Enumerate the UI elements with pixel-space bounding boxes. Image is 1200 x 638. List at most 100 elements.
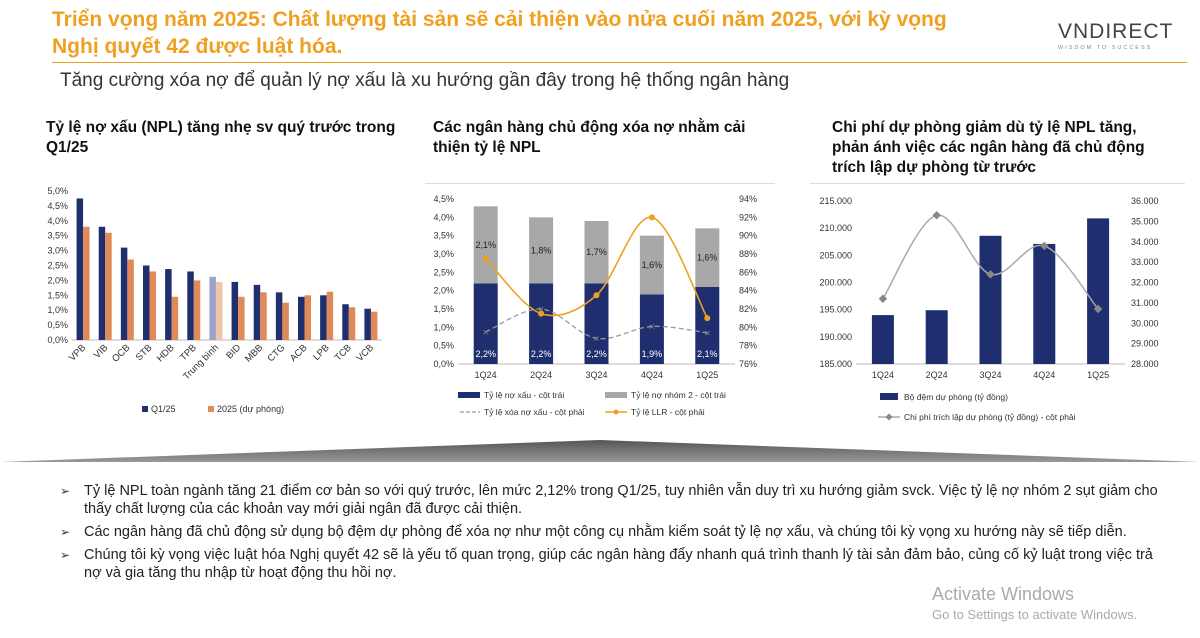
bar-q1-25 <box>275 292 283 340</box>
y-right-tick-label: 30.000 <box>1131 318 1159 328</box>
y-left-tick-label: 210.000 <box>819 223 852 233</box>
bar-2025f <box>326 291 334 340</box>
x-tick-label: HDB <box>155 342 177 364</box>
x-tick-label: BID <box>224 342 243 361</box>
bullet-arrow-icon: ➢ <box>60 548 71 562</box>
y-left-tick-label: 4,0% <box>433 212 454 222</box>
bullet-text: Các ngân hàng đã chủ động sử dụng bộ đệm… <box>84 524 1127 540</box>
bar-q1-25 <box>187 271 194 340</box>
y-right-tick-label: 78% <box>739 341 757 351</box>
x-tick-label: 1Q24 <box>872 370 894 380</box>
x-tick-label: 1Q25 <box>696 370 718 380</box>
y-right-tick-label: 32.000 <box>1131 278 1159 288</box>
data-label-npl: 2,2% <box>475 349 496 359</box>
marker-llr <box>593 292 600 299</box>
bar-buffer <box>1087 218 1110 364</box>
bullet-text: Tỷ lệ NPL toàn ngành tăng 21 điểm cơ bản… <box>84 483 1158 517</box>
y-left-tick-label: 200.000 <box>819 278 852 288</box>
bar-2025f <box>260 292 267 340</box>
legend-swatch-q1-25 <box>142 406 148 412</box>
marker-llr <box>648 214 655 221</box>
bar-2025f <box>127 259 134 340</box>
x-tick-label: LPB <box>311 342 331 362</box>
bar-2025f <box>370 311 378 340</box>
bar-group2 <box>529 217 554 284</box>
legend-label-q1-25: Q1/25 <box>151 404 176 414</box>
bar-2025f <box>83 226 90 340</box>
x-tick-label: OCB <box>110 342 132 364</box>
y-right-tick-label: 92% <box>739 212 757 222</box>
marker-writeoff: ✕ <box>704 329 711 338</box>
data-label-npl: 2,1% <box>697 349 718 359</box>
section-subtitle: Tăng cường xóa nợ để quản lý nợ xấu là x… <box>60 70 790 91</box>
y-right-tick-label: 31.000 <box>1131 298 1159 308</box>
y-left-tick-label: 3,5% <box>433 231 454 241</box>
y-tick-label: 1,0% <box>47 305 68 315</box>
marker-llr <box>538 310 545 317</box>
y-tick-label: 0,5% <box>47 320 68 330</box>
bar-q1-25 <box>120 247 128 340</box>
bar-q1-25 <box>231 281 239 340</box>
x-tick-label: TCB <box>333 342 354 363</box>
legend-label-2025f: 2025 (dự phóng) <box>217 404 284 414</box>
legend-marker-provision-cost <box>885 413 893 421</box>
legend-label-npl: Tỷ lệ nợ xấu - cột trái <box>484 390 564 400</box>
x-tick-label: ACB <box>288 342 310 364</box>
y-tick-label: 0,0% <box>47 335 68 345</box>
y-right-tick-label: 84% <box>739 286 757 296</box>
bar-npl <box>639 294 664 364</box>
bar-q1-25 <box>342 304 349 340</box>
y-left-tick-label: 2,5% <box>433 267 454 277</box>
y-right-tick-label: 29.000 <box>1131 339 1159 349</box>
y-tick-label: 4,5% <box>47 201 68 211</box>
bar-2025f <box>238 296 245 340</box>
bar-group2 <box>473 206 498 284</box>
y-right-tick-label: 34.000 <box>1131 237 1159 247</box>
bullet-text: Chúng tôi kỳ vọng việc luật hóa Nghị quy… <box>84 547 1153 581</box>
data-label-group2: 1,8% <box>531 245 552 255</box>
y-left-tick-label: 205.000 <box>819 250 852 260</box>
data-label-group2: 1,7% <box>586 247 607 257</box>
y-right-tick-label: 76% <box>739 359 757 369</box>
chart2-title: Các ngân hàng chủ động xóa nợ nhằm cải t… <box>433 119 746 156</box>
y-left-tick-label: 190.000 <box>819 332 852 342</box>
y-left-tick-label: 185.000 <box>819 359 852 369</box>
bar-npl <box>529 283 554 364</box>
bar-q1-25 <box>165 269 172 340</box>
marker-writeoff: ✕ <box>538 305 545 314</box>
x-tick-label: VIB <box>92 342 111 361</box>
line-writeoff <box>485 308 708 340</box>
y-right-tick-label: 88% <box>739 249 757 259</box>
bar-2025f <box>282 302 289 340</box>
bar-2025f <box>105 232 112 340</box>
bullet-item: ➢ Các ngân hàng đã chủ động sử dụng bộ đ… <box>60 523 1170 541</box>
data-label-npl: 2,2% <box>531 349 552 359</box>
watermark-subtitle: Go to Settings to activate Windows. <box>932 607 1138 622</box>
y-left-tick-label: 2,0% <box>433 286 454 296</box>
y-right-tick-label: 90% <box>739 231 757 241</box>
y-left-tick-label: 3,0% <box>433 249 454 259</box>
y-right-tick-label: 94% <box>739 194 757 204</box>
y-left-tick-label: 0,0% <box>433 359 454 369</box>
y-tick-label: 2,0% <box>47 275 68 285</box>
bar-group2 <box>695 228 720 287</box>
data-label-group2: 2,1% <box>475 240 496 250</box>
y-right-tick-label: 80% <box>739 322 757 332</box>
y-right-tick-label: 35.000 <box>1131 216 1159 226</box>
chart3-title: Chi phí dự phòng giảm dù tỷ lệ NPL tăng,… <box>832 119 1145 176</box>
legend-label-provision-cost: Chi phí trích lập dự phòng (tỷ đồng) - c… <box>904 412 1076 422</box>
legend-swatch-2025f <box>208 406 214 412</box>
y-tick-label: 3,0% <box>47 246 68 256</box>
x-tick-label: 3Q24 <box>585 370 607 380</box>
writeoff-combo-chart: 0,0% 0,5% 1,0% 1,5% 2,0% 2,5% 3,0% 3,5% 4,0% 4,5%… <box>425 183 775 417</box>
y-left-tick-label: 0,5% <box>433 341 454 351</box>
x-tick-label: VCB <box>354 342 376 364</box>
windows-activation-watermark: Activate Windows Go to Settings to activ… <box>932 584 1137 622</box>
x-tick-label: 1Q25 <box>1087 370 1109 380</box>
x-tick-label: 2Q24 <box>530 370 552 380</box>
x-tick-label: 4Q24 <box>1033 370 1055 380</box>
y-right-tick-label: 28.000 <box>1131 359 1159 369</box>
bullet-item: ➢ Chúng tôi kỳ vọng việc luật hóa Nghị q… <box>60 546 1170 582</box>
provision-combo-chart: 185.000 190.000 195.000 200.000 205.000 210.0… <box>810 183 1185 422</box>
bullet-arrow-icon: ➢ <box>60 484 71 498</box>
